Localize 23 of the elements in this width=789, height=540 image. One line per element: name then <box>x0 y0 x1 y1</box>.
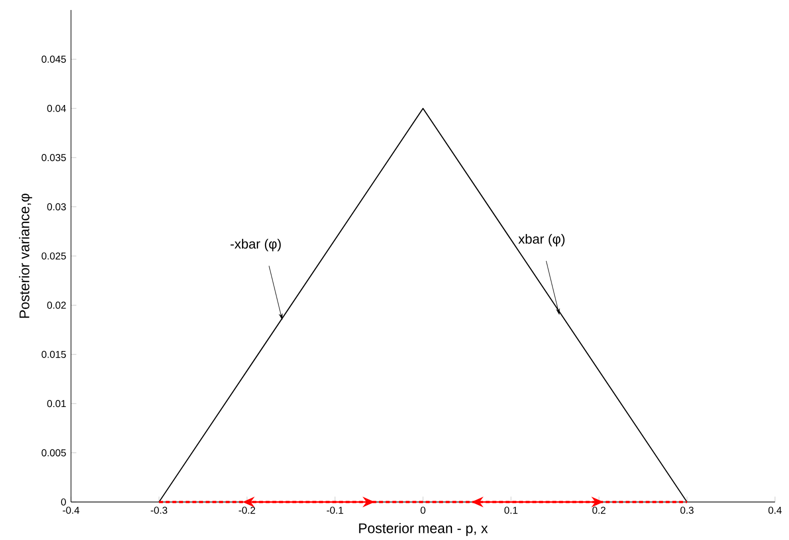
y-tick-label: 0.04 <box>47 104 66 112</box>
x-tick-label: -0.4 <box>62 506 80 514</box>
x-tick-label: -0.2 <box>238 506 256 514</box>
y-tick-label: 0 <box>61 498 66 506</box>
y-tick-label: 0.035 <box>42 154 66 162</box>
x-tick-label: 0.1 <box>504 506 518 514</box>
x-tick-label: -0.1 <box>326 506 344 514</box>
x-axis-title: Posterior mean - p, x <box>359 522 488 536</box>
x-tick-label: 0.3 <box>680 506 694 514</box>
annotation: xbar (φ) <box>518 234 565 246</box>
y-tick-label: 0.005 <box>42 449 66 456</box>
x-tick-label: 0.4 <box>768 506 782 514</box>
annotation: -xbar (φ) <box>230 238 281 252</box>
y-axis-title: Posterior variance,φ <box>19 194 32 318</box>
y-tick-label: 0.02 <box>47 302 66 309</box>
y-tick-label: 0.01 <box>47 400 66 408</box>
y-tick-label: 0.03 <box>47 203 66 210</box>
y-tick-label: 0.045 <box>42 56 66 63</box>
x-tick-label: 0 <box>420 506 426 514</box>
x-tick-label: -0.3 <box>150 506 168 514</box>
x-tick-label: 0.2 <box>592 506 606 514</box>
y-tick-label: 0.015 <box>42 350 66 358</box>
y-tick-label: 0.025 <box>42 252 66 260</box>
